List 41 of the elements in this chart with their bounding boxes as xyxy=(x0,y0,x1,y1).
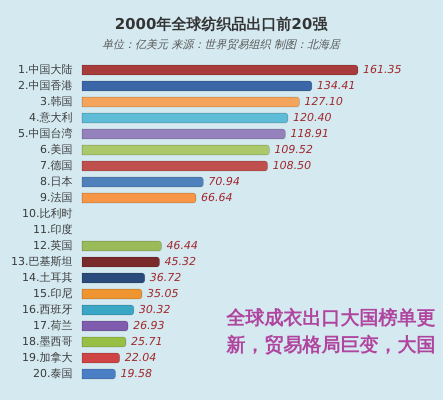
data-label: 46.44 xyxy=(166,239,198,252)
y-tick-label: 16.西班牙 xyxy=(22,303,72,316)
data-label: 19.58 xyxy=(120,367,152,380)
y-tick-label: 9.法国 xyxy=(40,191,72,204)
y-tick-label: 11.印度 xyxy=(33,223,72,236)
y-tick-label: 1.中国大陆 xyxy=(18,63,72,76)
data-label: 36.72 xyxy=(150,271,182,284)
y-tick-label: 10.比利时 xyxy=(22,207,72,220)
y-tick-label: 19.加拿大 xyxy=(22,351,72,364)
data-label: 35.05 xyxy=(146,287,178,300)
data-label: 108.50 xyxy=(272,159,312,172)
data-label: 161.35 xyxy=(363,63,402,76)
y-tick-label: 14.土耳其 xyxy=(22,271,72,284)
data-label: 127.10 xyxy=(304,95,343,108)
data-label: 30.32 xyxy=(138,303,170,316)
y-tick-label: 3.韩国 xyxy=(40,95,72,108)
y-tick-label: 17.荷兰 xyxy=(33,319,72,332)
y-tick-label: 6.美国 xyxy=(40,143,72,156)
y-tick-label: 18.墨西哥 xyxy=(22,335,72,348)
y-tick-label: 13.巴基斯坦 xyxy=(11,255,72,268)
data-label: 45.32 xyxy=(164,255,196,268)
y-tick-label: 8.日本 xyxy=(40,175,72,188)
y-tick-label: 15.印尼 xyxy=(33,287,72,300)
annotation: 全球成衣出口大国榜单更新，贸易格局巨变，大国 xyxy=(226,307,436,356)
chart-title: 2000年全球纺织品出口前20强 xyxy=(114,15,328,33)
data-label: 22.04 xyxy=(124,351,156,364)
data-label: 25.71 xyxy=(130,335,162,348)
data-label: 109.52 xyxy=(274,143,313,156)
y-tick-label: 20.泰国 xyxy=(33,367,72,380)
y-tick-label: 7.德国 xyxy=(40,159,72,172)
y-tick-label: 2.中国香港 xyxy=(18,79,72,92)
data-label: 118.91 xyxy=(290,127,329,140)
chart-subtitle: 单位：亿美元 来源：世界贸易组织 制图：北海居 xyxy=(102,38,341,51)
y-tick-label: 12.英国 xyxy=(33,239,72,252)
y-tick-label: 5.中国台湾 xyxy=(18,127,72,140)
data-label: 66.64 xyxy=(200,191,232,204)
data-label: 120.40 xyxy=(292,111,332,124)
data-label: 134.41 xyxy=(316,79,356,92)
data-label: 70.94 xyxy=(208,175,240,188)
y-tick-label: 4.意大利 xyxy=(29,111,72,124)
data-label: 26.93 xyxy=(133,319,165,332)
